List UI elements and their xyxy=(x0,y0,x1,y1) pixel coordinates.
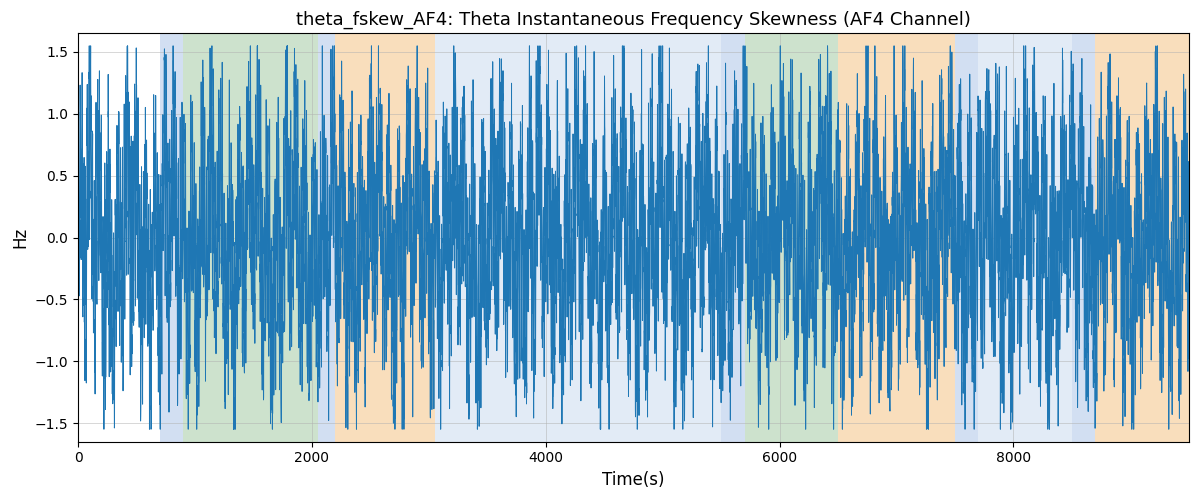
Bar xyxy=(160,34,184,442)
Bar xyxy=(978,34,1072,442)
Bar xyxy=(1096,34,1189,442)
Bar xyxy=(335,34,434,442)
Bar xyxy=(434,34,721,442)
Bar xyxy=(184,34,318,442)
Y-axis label: Hz: Hz xyxy=(11,227,29,248)
Bar xyxy=(721,34,744,442)
Bar xyxy=(955,34,978,442)
Bar xyxy=(838,34,955,442)
Title: theta_fskew_AF4: Theta Instantaneous Frequency Skewness (AF4 Channel): theta_fskew_AF4: Theta Instantaneous Fre… xyxy=(296,11,971,30)
Bar xyxy=(1072,34,1096,442)
Bar xyxy=(744,34,756,442)
X-axis label: Time(s): Time(s) xyxy=(602,471,665,489)
Bar xyxy=(78,34,160,442)
Bar xyxy=(756,34,838,442)
Bar xyxy=(318,34,335,442)
